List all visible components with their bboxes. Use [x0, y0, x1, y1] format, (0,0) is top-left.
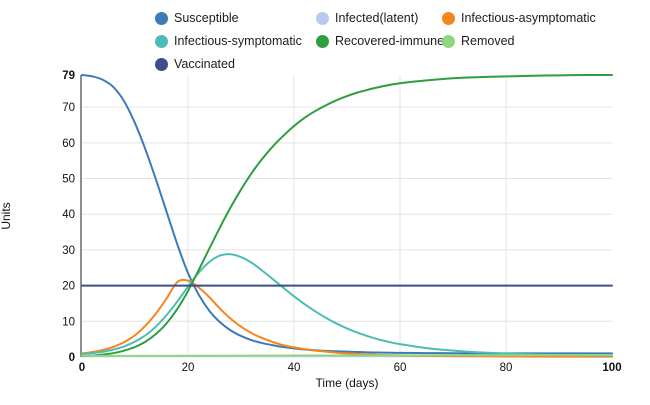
- legend-dot-infected-latent: [316, 11, 329, 25]
- legend-label: Vaccinated: [174, 57, 235, 71]
- legend-item-recovered-immune[interactable]: Recovered-immune: [316, 34, 445, 48]
- x-axis-title: Time (days): [315, 376, 379, 390]
- series-line-recovered-immune: [81, 73, 613, 358]
- legend-label: Recovered-immune: [335, 34, 445, 48]
- legend-item-infected-latent[interactable]: Infected(latent): [316, 11, 442, 25]
- x-tick-label: 40: [288, 362, 301, 374]
- y-tick-label: 70: [62, 102, 75, 114]
- y-tick-label: 0: [69, 352, 75, 364]
- legend-label: Susceptible: [174, 11, 239, 25]
- y-tick-label: 60: [62, 138, 75, 150]
- y-tick-label: 30: [62, 245, 75, 257]
- legend-item-removed[interactable]: Removed: [442, 34, 596, 48]
- y-tick-label: 20: [62, 281, 75, 293]
- series-line-susceptible: [81, 74, 613, 355]
- legend-item-infectious-asymptomatic[interactable]: Infectious-asymptomatic: [442, 11, 596, 25]
- legend-label: Removed: [461, 34, 515, 48]
- legend-dot-removed: [442, 34, 455, 48]
- series-line-removed: [81, 354, 613, 357]
- chart-legend: Susceptible Infected(latent) Infectious-as…: [155, 11, 596, 71]
- x-tick-label: 80: [500, 362, 513, 374]
- y-tick-label: 40: [62, 209, 75, 221]
- series-line-infectious-symptomatic: [81, 253, 613, 357]
- y-tick-label: 79: [62, 70, 75, 82]
- legend-dot-vaccinated: [155, 57, 168, 71]
- x-tick-label: 20: [182, 362, 195, 374]
- legend-dot-infectious-symptomatic: [155, 34, 168, 48]
- x-tick-label: 0: [79, 362, 85, 374]
- legend-label: Infectious-symptomatic: [174, 34, 302, 48]
- legend-dot-infectious-asymptomatic: [442, 11, 455, 25]
- series-line-infectious-asymptomatic: [81, 278, 613, 358]
- legend-item-susceptible[interactable]: Susceptible: [155, 11, 316, 25]
- y-axis-title: Units: [0, 202, 13, 230]
- x-tick-label: 60: [394, 362, 407, 374]
- x-tick-label: 100: [602, 362, 621, 374]
- y-tick-label: 10: [62, 316, 75, 328]
- legend-label: Infectious-asymptomatic: [461, 11, 596, 25]
- y-tick-label: 50: [62, 174, 75, 186]
- legend-dot-susceptible: [155, 11, 168, 25]
- legend-item-infectious-symptomatic[interactable]: Infectious-symptomatic: [155, 34, 316, 48]
- legend-dot-recovered-immune: [316, 34, 329, 48]
- legend-label: Infected(latent): [335, 11, 419, 25]
- legend-item-vaccinated[interactable]: Vaccinated: [155, 57, 316, 71]
